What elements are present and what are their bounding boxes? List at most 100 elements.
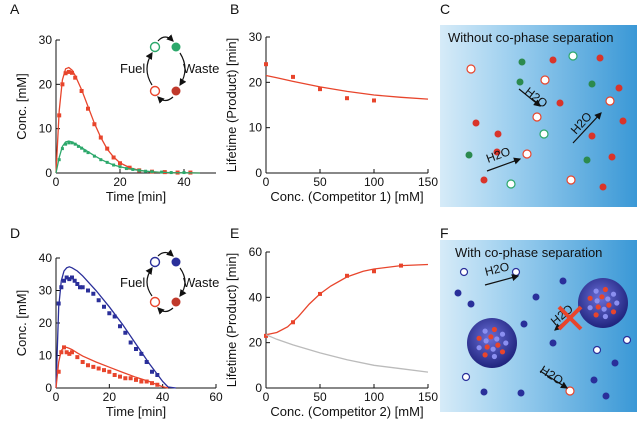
illustration-c-particles <box>465 51 627 191</box>
data-point <box>96 298 101 303</box>
particle <box>540 75 550 85</box>
droplet-bead <box>606 302 612 308</box>
data-point <box>128 376 133 381</box>
scheme-a-arc-bottom <box>157 96 174 104</box>
particle <box>615 84 623 92</box>
x-tick-label: 50 <box>313 390 327 404</box>
scheme-d-arc-right <box>179 267 187 297</box>
droplet-bead <box>610 291 617 297</box>
water-arrow <box>539 370 569 389</box>
panel-letter-b: B <box>230 1 239 17</box>
data-point <box>67 277 72 282</box>
data-point <box>91 364 96 369</box>
data-point <box>72 278 77 283</box>
series-line <box>55 346 169 389</box>
x-axis-label: Conc. (Competitor 2) [mM] <box>270 404 423 419</box>
water-arrow <box>572 112 602 144</box>
data-point <box>66 69 71 74</box>
particle <box>566 175 576 185</box>
droplet-bead <box>491 326 497 333</box>
droplet-right <box>578 278 628 328</box>
panel-letter-a: A <box>10 1 20 17</box>
x-axis-label: Time [min] <box>106 404 166 419</box>
x-tick-label: 100 <box>364 175 384 189</box>
particle <box>588 132 596 140</box>
data-point <box>112 314 117 319</box>
particle <box>596 54 604 62</box>
scheme-a-filled-green <box>171 42 181 52</box>
reaction-scheme-d: Fuel Waste <box>120 249 219 315</box>
data-point <box>64 275 69 280</box>
series-line <box>265 334 429 373</box>
series-line <box>55 266 177 389</box>
particle <box>522 149 532 159</box>
data-point <box>64 142 68 146</box>
chart-a: 0 20 40 0 10 20 30 Time [min] Conc. [mM] <box>14 33 216 204</box>
panel-letter-e: E <box>230 225 239 241</box>
y-axis-label: Lifetime (Product) [min] <box>224 38 239 172</box>
particle <box>605 96 615 106</box>
droplet-body <box>467 318 517 368</box>
particle <box>588 80 596 88</box>
data-point <box>139 379 144 384</box>
scheme-a-open-red <box>149 85 161 97</box>
x-axis-label: Time [min] <box>106 189 166 204</box>
particle <box>611 359 619 367</box>
data-point <box>139 351 144 356</box>
series-line <box>55 66 201 174</box>
data-point <box>372 98 376 103</box>
x-tick-label: 40 <box>156 390 170 404</box>
data-point <box>59 285 64 290</box>
data-point <box>73 75 78 80</box>
x-tick-label: 0 <box>263 390 270 404</box>
scheme-a-filled-red <box>171 86 181 96</box>
droplet-bead <box>503 340 509 346</box>
particle <box>520 320 528 328</box>
data-point <box>102 304 106 309</box>
reaction-scheme-a: Fuel Waste <box>120 34 219 104</box>
data-point <box>123 376 128 381</box>
data-point <box>264 333 268 338</box>
y-tick-label: 30 <box>249 30 263 44</box>
droplet-bead <box>610 309 617 315</box>
data-point <box>62 278 66 283</box>
data-point <box>134 347 138 351</box>
droplet-bead <box>587 295 593 301</box>
scheme-d-arc-left <box>145 267 153 297</box>
scheme-a-waste-label: Waste <box>183 61 219 76</box>
droplet-bead <box>593 312 599 318</box>
panel-letter-c: C <box>440 1 450 17</box>
data-point <box>70 141 74 145</box>
data-point <box>75 355 80 360</box>
data-point <box>144 360 149 364</box>
data-point <box>118 374 122 379</box>
scheme-d-arc-bottom <box>157 307 174 315</box>
x-tick-label: 0 <box>53 175 60 189</box>
droplet-bead <box>614 300 620 306</box>
illustration-f-particles <box>454 267 632 400</box>
y-axis-label: Lifetime (Product) [min] <box>224 253 239 387</box>
data-point <box>345 273 349 278</box>
particle <box>583 156 591 164</box>
particle <box>622 335 632 345</box>
particle <box>568 51 578 61</box>
data-point <box>128 340 133 345</box>
scheme-d-filled-red <box>171 297 181 307</box>
particle <box>518 58 526 66</box>
data-point <box>291 74 295 79</box>
droplet-bead <box>499 349 506 355</box>
data-point <box>123 330 128 335</box>
particle <box>602 392 610 400</box>
droplet-bead <box>483 338 489 344</box>
data-point <box>56 369 61 374</box>
data-point <box>86 363 90 368</box>
y-tick-label: 0 <box>45 166 52 180</box>
x-tick-label: 150 <box>418 175 438 189</box>
data-point <box>345 96 349 101</box>
panel-letter-f: F <box>440 225 449 241</box>
particle <box>472 119 480 127</box>
data-point <box>264 62 268 67</box>
droplet-bead <box>499 331 506 337</box>
